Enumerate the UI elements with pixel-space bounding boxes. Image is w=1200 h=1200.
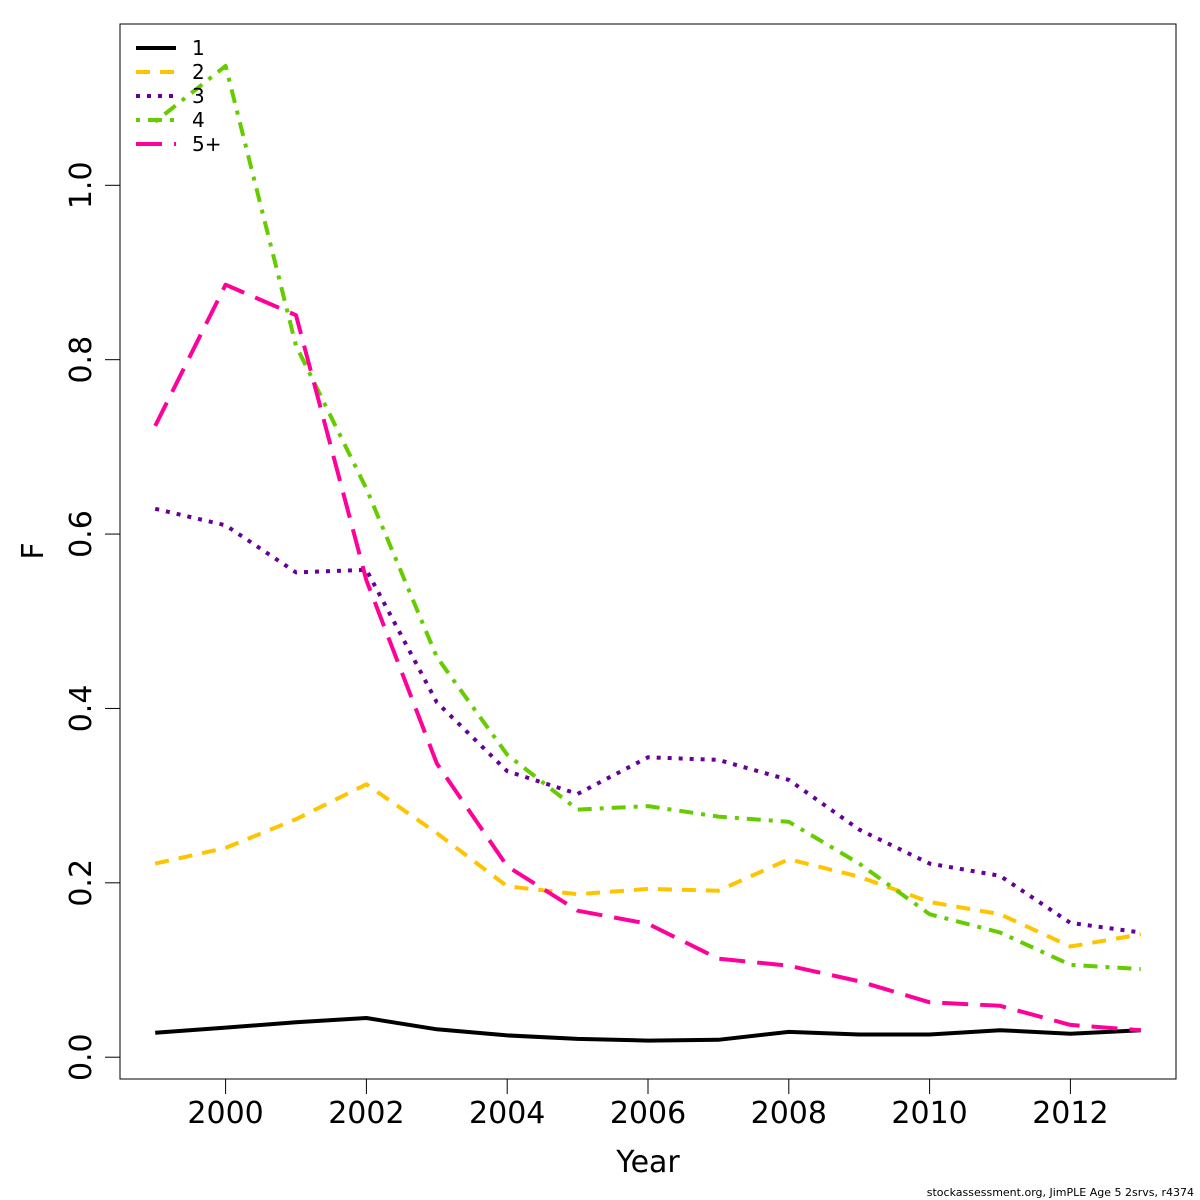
x-tick-label: 2002	[328, 1096, 404, 1131]
x-tick-label: 2004	[469, 1096, 545, 1131]
series-line-1	[155, 1016, 1141, 1043]
y-tick-label: 0.6	[64, 510, 99, 558]
x-axis-title: Year	[615, 1145, 680, 1180]
y-axis-title: F	[16, 542, 51, 559]
legend-label: 2	[192, 60, 205, 84]
legend-label: 3	[192, 84, 205, 108]
series-layer	[153, 63, 1142, 1043]
y-tick-label: 1.0	[64, 161, 99, 209]
legend-label: 1	[192, 36, 205, 60]
legend-label: 4	[192, 108, 205, 132]
x-tick-label: 2012	[1032, 1096, 1108, 1131]
y-tick-label: 0.8	[64, 336, 99, 384]
y-tick-label: 0.2	[64, 859, 99, 907]
x-tick-label: 2006	[610, 1096, 686, 1131]
x-axis: 2000 2002 2004 2006 2008 2010 2012	[187, 1078, 1109, 1131]
y-tick-label: 0.4	[64, 685, 99, 733]
x-tick-label: 2008	[751, 1096, 827, 1131]
series-line-5	[153, 282, 1141, 1033]
x-tick-label: 2000	[187, 1096, 263, 1131]
series-line-4	[153, 63, 1141, 972]
y-tick-label: 0.0	[64, 1033, 99, 1081]
footer-credit: stockassessment.org, JimPLE Age 5 2srvs,…	[927, 1186, 1194, 1199]
series-line-3	[154, 506, 1142, 935]
series-line-2	[154, 782, 1142, 949]
y-axis: 0.0 0.2 0.4 0.6 0.8 1.0	[64, 161, 121, 1081]
legend-label: 5+	[192, 132, 221, 156]
x-tick-label: 2010	[891, 1096, 967, 1131]
